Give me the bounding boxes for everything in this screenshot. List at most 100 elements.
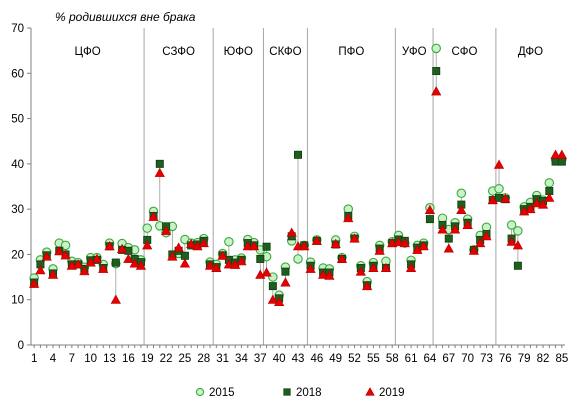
point-2019	[343, 212, 354, 223]
point-2019	[179, 258, 191, 268]
point-2019	[261, 267, 272, 277]
point-2019	[135, 260, 147, 270]
x-tick-label: 22	[160, 353, 173, 365]
point-2019	[525, 203, 536, 214]
point-2019	[368, 262, 379, 272]
x-tick-label: 4	[50, 353, 57, 365]
district-label: ДФО	[518, 46, 543, 58]
point-2015	[544, 178, 555, 188]
point-2019	[204, 260, 216, 270]
point-2019	[380, 262, 392, 272]
legend-label-2018: 2018	[296, 387, 322, 399]
point-2018	[111, 258, 120, 267]
point-2019	[148, 211, 159, 221]
point-2019	[537, 199, 549, 209]
x-tick-label: 1	[31, 353, 37, 365]
point-2019	[305, 263, 316, 273]
y-tick-label: 0	[18, 340, 24, 352]
point-2019	[98, 263, 109, 273]
point-2018	[268, 282, 277, 291]
point-2019	[54, 246, 65, 256]
point-2019	[186, 238, 197, 248]
point-2019	[318, 269, 329, 279]
point-2018	[444, 234, 453, 243]
district-label: СЗФО	[162, 46, 195, 58]
x-tick-label: 67	[442, 353, 455, 365]
point-2019	[198, 237, 209, 248]
point-2019	[355, 266, 366, 276]
district-dividers	[143, 28, 497, 345]
point-2019	[142, 240, 153, 250]
legend: 2015 2018 2019	[195, 387, 405, 399]
point-2019	[431, 86, 442, 96]
point-2015	[494, 184, 504, 194]
x-tick-label: 10	[84, 353, 97, 365]
point-2019	[437, 224, 448, 234]
point-2019	[248, 241, 260, 251]
point-2015	[456, 188, 467, 199]
point-2015	[142, 223, 152, 233]
point-2019	[481, 231, 492, 241]
point-2019	[292, 241, 304, 251]
y-tick-label: 70	[11, 23, 24, 35]
point-2018	[432, 67, 441, 76]
point-2019	[399, 237, 410, 248]
point-2019	[160, 225, 172, 235]
district-label: СФО	[451, 46, 477, 58]
x-tick-label: 70	[461, 353, 474, 365]
point-2019	[29, 278, 40, 288]
point-2015	[506, 220, 517, 230]
point-2019	[531, 198, 542, 208]
point-2019	[374, 245, 385, 255]
point-2019	[73, 259, 84, 269]
x-tick-label: 79	[518, 353, 531, 365]
x-tick-label: 58	[386, 353, 399, 365]
x-tick-label: 76	[499, 353, 512, 365]
point-2015	[513, 226, 523, 236]
point-2019	[443, 243, 454, 253]
point-2019	[512, 240, 523, 250]
point-2019	[223, 259, 235, 269]
point-2019	[393, 236, 404, 247]
district-label: УФО	[402, 46, 427, 58]
x-tick-label: 13	[103, 353, 116, 365]
x-tick-label: 40	[273, 353, 286, 365]
y-tick-label: 20	[11, 249, 24, 261]
point-2019	[544, 192, 555, 202]
point-2019	[475, 237, 486, 248]
legend-label-2019: 2019	[379, 387, 405, 399]
x-tick-label: 31	[216, 353, 229, 365]
district-label: ПФО	[338, 46, 364, 58]
district-labels: ЦФО СЗФО ЮФО СКФО ПФО УФО СФО ДФО	[74, 46, 543, 58]
point-2018	[256, 254, 265, 263]
point-2015	[60, 240, 71, 251]
x-tick-label: 46	[310, 353, 323, 365]
y-axis-label: % родившихся вне брака	[55, 10, 196, 24]
point-2019	[104, 241, 115, 251]
x-tick-label: 61	[405, 353, 418, 365]
point-2019	[286, 227, 297, 237]
point-2019	[91, 253, 103, 263]
point-2019	[79, 265, 90, 276]
point-2019	[167, 251, 178, 261]
point-2018	[155, 159, 164, 168]
point-2018	[425, 215, 434, 224]
point-2019	[274, 296, 285, 306]
point-2019	[236, 256, 247, 266]
point-2019	[468, 245, 480, 255]
point-2019	[299, 241, 310, 251]
x-tick-label: 37	[254, 353, 267, 365]
point-2019	[116, 243, 128, 253]
point-2019	[361, 280, 373, 291]
point-2019	[154, 167, 165, 177]
point-2019	[336, 253, 348, 263]
point-2015	[293, 254, 303, 264]
point-2019	[500, 193, 511, 203]
point-2019	[456, 204, 467, 215]
point-2018	[293, 150, 302, 159]
point-2019	[556, 149, 567, 159]
district-label: ЮФО	[224, 46, 253, 58]
point-2019	[41, 251, 52, 261]
